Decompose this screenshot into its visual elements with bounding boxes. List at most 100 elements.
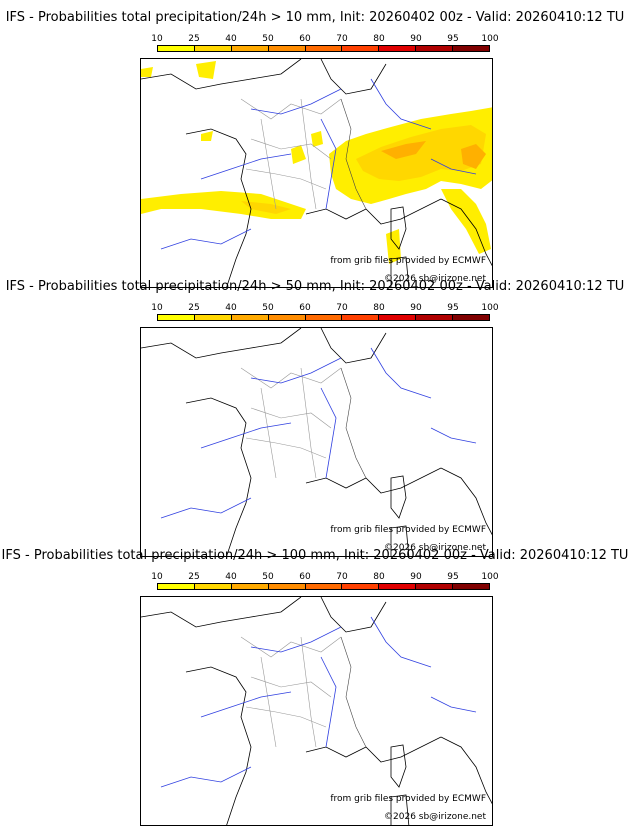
coastline-italy	[440, 198, 492, 267]
precip-area-pyrenees-core	[241, 201, 291, 214]
river	[250, 88, 342, 115]
colorbar-tick-label: 10	[151, 303, 163, 313]
colorbar-ticks: 10 25 40 50 60 70 80 90 95 100	[151, 34, 498, 45]
colorbar-tick-label: 100	[481, 572, 499, 582]
river	[200, 153, 292, 180]
region-border	[250, 676, 332, 698]
region-border	[260, 118, 277, 210]
country-border	[340, 636, 367, 748]
colorbar-tick-label: 80	[373, 303, 385, 313]
map-panel-100mm: IFS - Probabilities total precipitation/…	[0, 548, 630, 826]
coastline	[185, 397, 252, 556]
precip-area-ligurian	[441, 189, 491, 254]
colorbar-segment	[416, 46, 454, 51]
colorbar-segment	[379, 584, 417, 589]
data-source-credit: from grib files provided by ECMWF	[330, 794, 486, 804]
region-border	[300, 367, 317, 479]
colorbar-segment	[305, 46, 343, 51]
precip-cell	[386, 229, 401, 264]
region-border	[260, 387, 277, 479]
river	[430, 696, 477, 713]
precip-cell	[196, 61, 216, 79]
precip-area-pyrenees	[141, 191, 306, 219]
colorbar-tick-label: 50	[262, 572, 274, 582]
colorbar-tick-label: 10	[151, 34, 163, 44]
coastline-corsica	[390, 206, 407, 250]
coastline	[305, 736, 442, 763]
coastline-sardinia	[390, 525, 410, 556]
map-panel-50mm: IFS - Probabilities total precipitation/…	[0, 279, 630, 557]
colorbar-tick-label: 25	[188, 572, 200, 582]
colorbar-segment	[194, 46, 232, 51]
colorbar-tick-label: 90	[410, 572, 422, 582]
colorbar-tick-label: 50	[262, 303, 274, 313]
coastline	[185, 128, 252, 287]
precip-cell	[311, 131, 323, 147]
region-border	[260, 656, 277, 748]
copyright-credit: ©2026 sb@irizone.net	[384, 274, 486, 284]
river	[320, 387, 337, 479]
colorbar-segment	[453, 315, 490, 320]
colorbar-segment	[416, 315, 454, 320]
coastline	[141, 597, 302, 628]
colorbar-tick-label: 40	[225, 572, 237, 582]
river	[370, 78, 432, 130]
river	[370, 616, 432, 668]
colorbar-segment	[305, 315, 343, 320]
colorbar-tick-label: 60	[299, 34, 311, 44]
precip-area-alps-max2	[461, 144, 486, 169]
coastline	[320, 59, 387, 95]
river	[160, 497, 252, 519]
colorbar-segment	[158, 584, 195, 589]
region-border	[250, 407, 332, 429]
panel-title: IFS - Probabilities total precipitation/…	[5, 10, 625, 25]
colorbar-segment	[158, 46, 195, 51]
colorbar-segment	[268, 46, 306, 51]
colorbar-segment	[231, 584, 269, 589]
colorbar-segment	[453, 584, 490, 589]
colorbar	[157, 45, 490, 52]
river	[430, 158, 477, 175]
colorbar-segment	[194, 315, 232, 320]
region-border	[240, 367, 342, 389]
colorbar-tick-label: 80	[373, 572, 385, 582]
precip-overlay	[141, 61, 492, 264]
colorbar-segment	[268, 315, 306, 320]
region-border	[240, 636, 342, 658]
colorbar-tick-label: 10	[151, 572, 163, 582]
colorbar-tick-label: 100	[481, 34, 499, 44]
colorbar-ticks: 10 25 40 50 60 70 80 90 95 100	[151, 303, 498, 314]
data-source-credit: from grib files provided by ECMWF	[330, 525, 486, 535]
region-border	[250, 138, 332, 160]
colorbar-segment	[194, 584, 232, 589]
river	[250, 626, 342, 653]
coastline-sardinia	[390, 256, 410, 287]
colorbar-tick-label: 70	[336, 34, 348, 44]
coastline-corsica	[390, 475, 407, 519]
colorbar-tick-label: 95	[447, 303, 459, 313]
colorbar-segment	[158, 315, 195, 320]
copyright-credit: ©2026 sb@irizone.net	[384, 543, 486, 553]
panel-title: IFS - Probabilities total precipitation/…	[5, 279, 625, 294]
colorbar-tick-label: 40	[225, 303, 237, 313]
colorbar-segment	[342, 315, 380, 320]
colorbar-segment	[342, 584, 380, 589]
coastline-sardinia	[390, 794, 410, 825]
colorbar	[157, 314, 490, 321]
river	[370, 347, 432, 399]
colorbar-tick-label: 70	[336, 572, 348, 582]
colorbar-segment	[379, 46, 417, 51]
coastline	[141, 328, 302, 359]
data-source-credit: from grib files provided by ECMWF	[330, 256, 486, 266]
colorbar-tick-label: 95	[447, 34, 459, 44]
precip-cell	[201, 131, 213, 141]
river	[160, 228, 252, 250]
colorbar-tick-label: 25	[188, 34, 200, 44]
precip-cell	[291, 145, 306, 164]
coastline	[320, 328, 387, 364]
river	[320, 656, 337, 748]
precip-area-alps-core	[356, 125, 486, 181]
river	[320, 118, 337, 210]
colorbar-segment	[231, 315, 269, 320]
region-border	[300, 98, 317, 210]
